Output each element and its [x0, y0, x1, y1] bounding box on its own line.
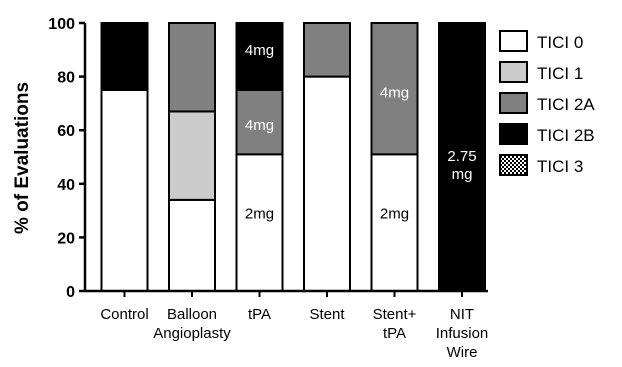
bar-segment-tici-2b — [438, 22, 486, 292]
x-tick-label: tPA — [383, 325, 406, 342]
x-tick-label: Angioplasty — [153, 325, 231, 342]
y-tick-label: 20 — [57, 230, 75, 247]
bar-annotation: 4mg — [380, 85, 409, 102]
legend-swatch — [499, 154, 528, 176]
bar-segment-tici-0 — [303, 75, 351, 292]
x-tick-label: Wire — [447, 344, 478, 361]
legend-label: TICI 0 — [537, 33, 583, 52]
bar-annotation: 2mg — [380, 205, 409, 222]
bar-annotation: 2mg — [245, 205, 274, 222]
legend-label: TICI 2B — [537, 126, 595, 145]
y-tick-label: 40 — [57, 177, 75, 194]
bar-annotation: mg — [452, 166, 473, 183]
bar-segment-tici-2a — [303, 22, 351, 78]
bars-layer — [100, 22, 486, 293]
legend-swatch — [499, 61, 528, 83]
bar-segment-tici-2b — [235, 22, 284, 91]
legend-label: TICI 1 — [537, 64, 583, 83]
y-axis: 0 20 40 60 80 100 — [48, 16, 87, 301]
legend-label: TICI 3 — [537, 157, 583, 176]
y-axis-label: % of Evaluations — [12, 82, 33, 234]
x-tick-label: Infusion — [436, 325, 489, 342]
x-axis: Control Balloon Angioplasty tPA Stent Stent+ t… — [85, 289, 489, 361]
x-tick-label: NIT — [450, 306, 474, 323]
bar-annotation: 4mg — [245, 117, 274, 134]
y-tick-label: 100 — [48, 16, 75, 33]
legend: TICI 0 TICI 1 TICI 2A TICI 2B TICI 3 — [499, 30, 595, 176]
bar-segment-tici-2a — [168, 22, 216, 113]
x-tick-label: Stent+ — [373, 306, 417, 323]
bar-segment-tici-0 — [168, 198, 216, 293]
y-tick-label: 80 — [57, 70, 75, 87]
bar-segment-tici-1 — [168, 110, 216, 201]
x-tick-label: Balloon — [167, 306, 217, 323]
bar-segment-tici-2b — [100, 22, 149, 91]
legend-label: TICI 2A — [537, 95, 595, 114]
y-tick-label: 0 — [66, 284, 75, 301]
legend-swatch — [499, 92, 528, 114]
bar-segment-tici-0 — [370, 153, 419, 292]
x-tick-label: Stent — [309, 306, 345, 323]
bar-segment-tici-0 — [100, 89, 149, 292]
legend-swatch — [499, 30, 528, 52]
bar-segment-tici-0 — [235, 153, 284, 292]
bar-annotation: 4mg — [245, 42, 274, 59]
y-tick-label: 60 — [57, 123, 75, 140]
bar-segment-tici-2a — [235, 89, 284, 156]
x-tick-label: Control — [100, 306, 148, 323]
bar-annotation: 2.75 — [447, 148, 476, 165]
x-tick-label: tPA — [248, 306, 271, 323]
legend-swatch — [499, 123, 528, 145]
bar-segment-tici-2a — [370, 22, 419, 156]
